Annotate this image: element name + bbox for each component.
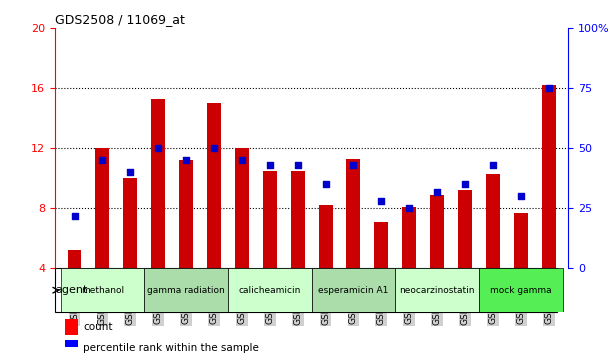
- Text: GDS2508 / 11069_at: GDS2508 / 11069_at: [55, 13, 185, 26]
- Point: [265, 162, 275, 168]
- Point: [488, 162, 498, 168]
- Bar: [395, 268, 479, 312]
- Bar: [346, 159, 360, 268]
- Text: agent: agent: [56, 285, 88, 295]
- Bar: [235, 148, 249, 268]
- Point: [125, 170, 135, 175]
- Bar: [144, 268, 228, 312]
- Point: [460, 182, 470, 187]
- Bar: [179, 160, 193, 268]
- Bar: [228, 268, 312, 312]
- Bar: [458, 190, 472, 268]
- Bar: [65, 340, 78, 354]
- Bar: [318, 205, 332, 268]
- Text: mock gamma: mock gamma: [490, 286, 552, 295]
- Point: [293, 162, 302, 168]
- Point: [404, 206, 414, 211]
- Bar: [95, 148, 109, 268]
- Text: methanol: methanol: [81, 286, 124, 295]
- Bar: [68, 250, 81, 268]
- Bar: [65, 319, 78, 335]
- Text: gamma radiation: gamma radiation: [147, 286, 225, 295]
- Bar: [542, 85, 555, 268]
- Bar: [60, 268, 144, 312]
- Point: [237, 158, 247, 163]
- Bar: [375, 222, 389, 268]
- Bar: [486, 174, 500, 268]
- Text: calicheamicin: calicheamicin: [238, 286, 301, 295]
- Point: [544, 86, 554, 91]
- Point: [98, 158, 108, 163]
- Bar: [402, 207, 416, 268]
- Bar: [479, 268, 563, 312]
- Point: [432, 189, 442, 194]
- Text: neocarzinostatin: neocarzinostatin: [400, 286, 475, 295]
- Point: [348, 162, 358, 168]
- Text: percentile rank within the sample: percentile rank within the sample: [83, 343, 259, 353]
- Bar: [430, 195, 444, 268]
- Point: [209, 145, 219, 151]
- Point: [70, 213, 79, 218]
- Text: count: count: [83, 322, 112, 332]
- Bar: [207, 103, 221, 268]
- Point: [376, 198, 386, 204]
- Text: esperamicin A1: esperamicin A1: [318, 286, 389, 295]
- Point: [181, 158, 191, 163]
- Bar: [312, 268, 395, 312]
- Bar: [152, 99, 165, 268]
- Point: [321, 182, 331, 187]
- Bar: [123, 178, 137, 268]
- Bar: [291, 171, 305, 268]
- Point: [516, 194, 525, 199]
- Point: [153, 145, 163, 151]
- Bar: [514, 213, 528, 268]
- Bar: [263, 171, 277, 268]
